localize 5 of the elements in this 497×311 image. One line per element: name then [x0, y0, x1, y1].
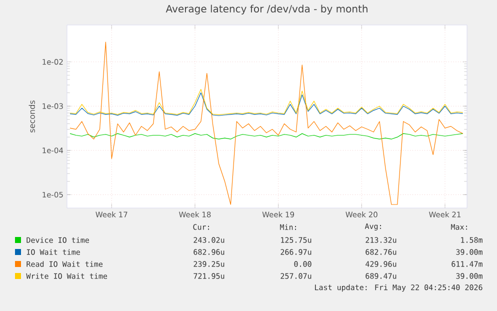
chart-title: Average latency for /dev/vda - by month — [166, 4, 368, 14]
line-series — [70, 88, 464, 116]
line-series — [70, 92, 464, 116]
line-series — [70, 42, 464, 205]
y-axis-title: seconds — [28, 100, 35, 132]
